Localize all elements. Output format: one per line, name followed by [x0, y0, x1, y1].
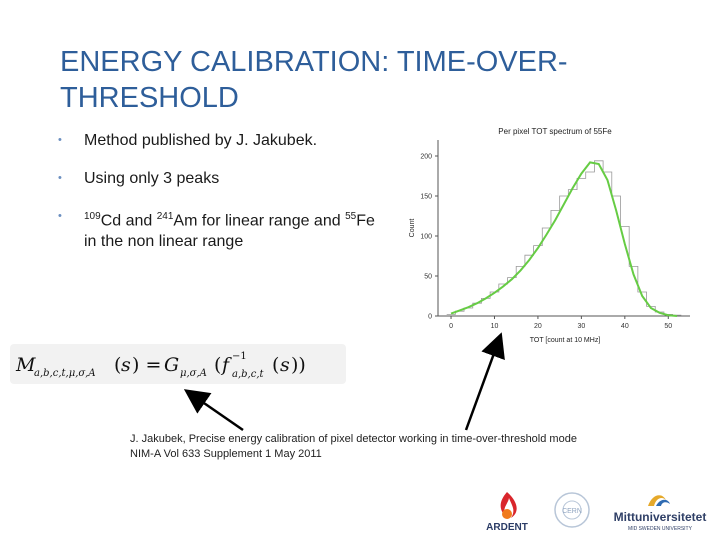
y-axis-label: Count	[409, 219, 416, 238]
bullet-text-part: Am for linear range and	[173, 212, 346, 230]
isotope-mass-cd: 109	[84, 211, 101, 222]
x-tick-label: 20	[534, 323, 542, 330]
x-axis-label: TOT [count at 10 MHz]	[530, 337, 601, 344]
reference-line: NIM-A Vol 633 Supplement 1 May 2011	[130, 448, 322, 460]
bullet-text: Method published by J. Jakubek.	[84, 132, 318, 149]
svg-text:a,b,c,t: a,b,c,t	[232, 369, 265, 380]
svg-text:(: (	[214, 354, 221, 376]
reference-line: J. Jakubek, Precise energy calibration o…	[130, 433, 577, 445]
bullet-text: Using only 3 peaks	[84, 170, 220, 187]
svg-text:M: M	[15, 354, 36, 376]
svg-text:s: s	[121, 354, 131, 376]
svg-text:(: (	[114, 354, 121, 376]
y-tick-label: 150	[420, 194, 432, 201]
bullet-text-part: Cd and	[100, 212, 157, 230]
cern-logo-text: CERN	[562, 508, 582, 515]
x-tick-label: 10	[491, 323, 499, 330]
x-tick-label: 30	[577, 323, 585, 330]
x-tick-label: 0	[449, 323, 453, 330]
fit-curve-series	[450, 161, 678, 317]
tot-spectrum-chart: Per pixel TOT spectrum of 55Fe Count TOT…	[409, 127, 690, 344]
y-tick-label: 0	[428, 314, 432, 321]
bullet-dot-icon: •	[58, 172, 62, 184]
svg-text:G: G	[164, 354, 179, 376]
x-tick-label: 40	[621, 323, 629, 330]
bullet-text: 109Cd and 241Am for linear range and 55F…	[84, 206, 384, 252]
svg-text:−1: −1	[232, 351, 247, 362]
y-tick-label: 50	[424, 274, 432, 281]
isotope-mass-fe: 55	[345, 211, 357, 222]
svg-text:μ,σ,A: μ,σ,A	[180, 368, 207, 379]
arrow-to-chart	[464, 332, 505, 431]
x-tick-label: 50	[664, 323, 672, 330]
ardent-logo-graphic: ARDENT	[486, 492, 528, 533]
reference-citation: J. Jakubek, Precise energy calibration o…	[130, 432, 690, 462]
svg-text:(: (	[272, 354, 279, 376]
ardent-logo: ARDENT	[478, 488, 536, 534]
cern-logo: CERN	[552, 488, 592, 534]
svg-text:)): ))	[291, 354, 306, 376]
formula-graphic: M a,b,c,t,μ,σ,A ( s ) = G μ,σ,A ( f −1 a…	[15, 351, 306, 380]
bullet-dot-icon: •	[58, 134, 62, 146]
ardent-logo-text: ARDENT	[486, 522, 528, 533]
y-tick-label: 100	[420, 234, 432, 241]
cern-logo-graphic: CERN	[554, 492, 590, 528]
slide-title: ENERGY CALIBRATION: TIME-OVER-THRESHOLD	[60, 46, 568, 114]
svg-text:s: s	[280, 354, 290, 376]
bullet-dot-icon: •	[58, 210, 62, 222]
miun-logo-graphic: Mittuniversitetet MID SWEDEN UNIVERSITY	[614, 495, 707, 532]
bullet-text-part: Fe in the non linear range	[84, 212, 375, 251]
svg-text:) =: ) =	[132, 354, 161, 376]
histogram-series	[446, 160, 682, 316]
miun-logo-name: Mittuniversitetet	[614, 510, 707, 524]
formula-image: M a,b,c,t,μ,σ,A ( s ) = G μ,σ,A ( f −1 a…	[10, 344, 346, 384]
svg-text:f: f	[220, 354, 232, 376]
y-tick-label: 200	[420, 154, 432, 161]
chart-title: Per pixel TOT spectrum of 55Fe	[498, 127, 612, 136]
svg-text:a,b,c,t,μ,σ,A: a,b,c,t,μ,σ,A	[34, 368, 96, 379]
miun-logo: Mittuniversitetet MID SWEDEN UNIVERSITY	[604, 488, 716, 534]
arrow-to-formula	[183, 389, 244, 432]
isotope-mass-am: 241	[156, 211, 174, 222]
miun-logo-sub: MID SWEDEN UNIVERSITY	[628, 526, 693, 532]
